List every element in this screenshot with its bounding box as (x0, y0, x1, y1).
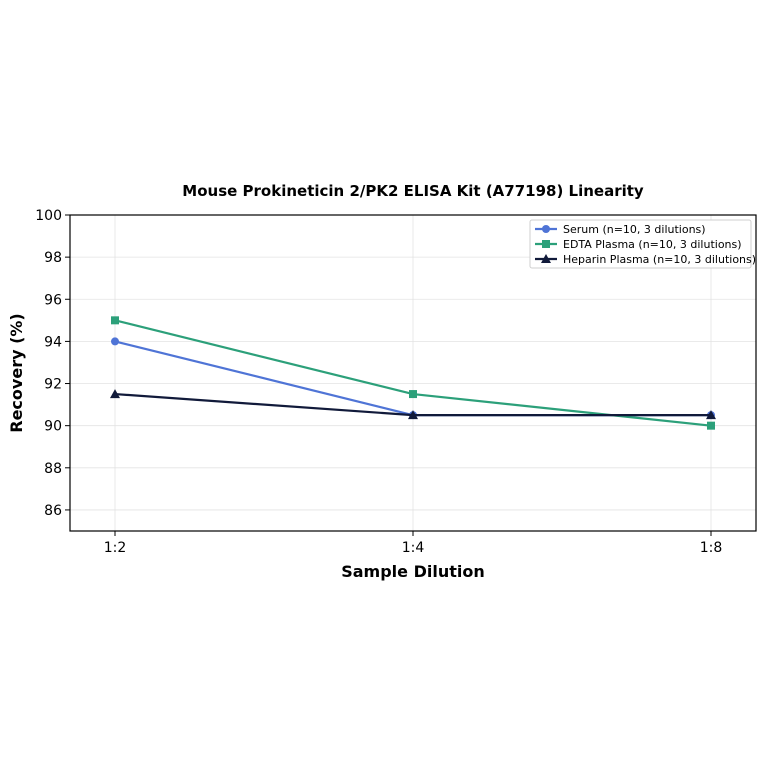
x-tick-label: 1:8 (700, 540, 723, 556)
legend-box (529, 219, 752, 269)
y-axis-label: Recovery (%) (7, 313, 26, 432)
y-tick-label: 94 (44, 334, 62, 350)
data-point (409, 390, 417, 399)
legend-item: EDTA Plasma (n=10, 3 dilutions) (535, 238, 742, 251)
y-tick-label: 92 (44, 377, 62, 393)
legend-label: Serum (n=10, 3 dilutions) (563, 223, 706, 236)
data-point (110, 389, 120, 399)
y-tick-label: 86 (44, 503, 62, 519)
y-tick-label: 96 (44, 292, 62, 308)
series-layer (110, 316, 716, 430)
legend-marker (542, 240, 550, 248)
legend-label: Heparin Plasma (n=10, 3 dilutions) (563, 253, 756, 266)
legend-marker (541, 254, 551, 263)
chart-title: Mouse Prokineticin 2/PK2 ELISA Kit (A771… (182, 182, 644, 200)
data-point (408, 410, 418, 420)
x-tick-label: 1:2 (104, 540, 127, 556)
data-point (706, 410, 716, 420)
legend: Serum (n=10, 3 dilutions) EDTA Plasma (n=… (529, 219, 756, 269)
legend-label: EDTA Plasma (n=10, 3 dilutions) (563, 238, 742, 251)
legend-marker (542, 225, 550, 233)
y-tick-label: 98 (44, 250, 62, 266)
data-point (111, 316, 119, 325)
y-tick-label: 88 (44, 461, 62, 477)
y-tick-label: 90 (44, 419, 62, 435)
legend-item: Heparin Plasma (n=10, 3 dilutions) (535, 253, 756, 266)
x-axis-label: Sample Dilution (341, 562, 485, 581)
data-point (707, 421, 715, 430)
y-axis: 86 88 90 92 94 96 98 100 (35, 208, 70, 519)
y-tick-label: 100 (35, 208, 62, 224)
x-tick-label: 1:4 (402, 540, 425, 556)
x-axis: 1:2 1:4 1:8 (104, 531, 723, 556)
series-3 (110, 389, 716, 420)
data-point (111, 337, 119, 346)
legend-item: Serum (n=10, 3 dilutions) (535, 223, 706, 236)
